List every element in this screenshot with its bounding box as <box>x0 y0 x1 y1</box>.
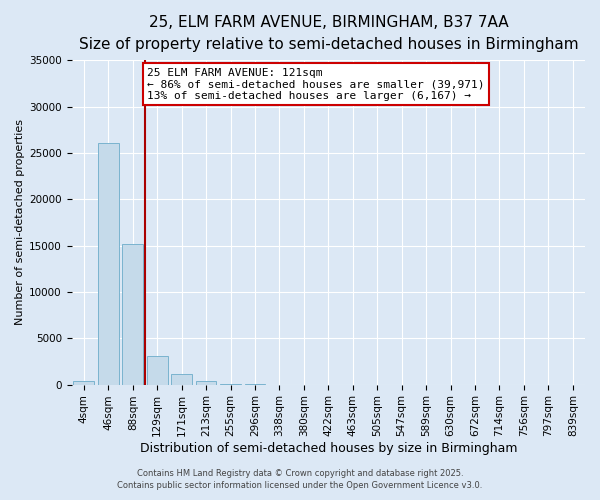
Text: Contains HM Land Registry data © Crown copyright and database right 2025.
Contai: Contains HM Land Registry data © Crown c… <box>118 468 482 490</box>
Bar <box>147 356 167 384</box>
Bar <box>196 382 217 384</box>
Y-axis label: Number of semi-detached properties: Number of semi-detached properties <box>15 120 25 326</box>
Text: 25 ELM FARM AVENUE: 121sqm
← 86% of semi-detached houses are smaller (39,971)
13: 25 ELM FARM AVENUE: 121sqm ← 86% of semi… <box>148 68 485 101</box>
X-axis label: Distribution of semi-detached houses by size in Birmingham: Distribution of semi-detached houses by … <box>140 442 517 455</box>
Title: 25, ELM FARM AVENUE, BIRMINGHAM, B37 7AA
Size of property relative to semi-detac: 25, ELM FARM AVENUE, BIRMINGHAM, B37 7AA… <box>79 15 578 52</box>
Bar <box>98 143 119 384</box>
Bar <box>73 381 94 384</box>
Bar <box>171 374 192 384</box>
Bar <box>122 244 143 384</box>
